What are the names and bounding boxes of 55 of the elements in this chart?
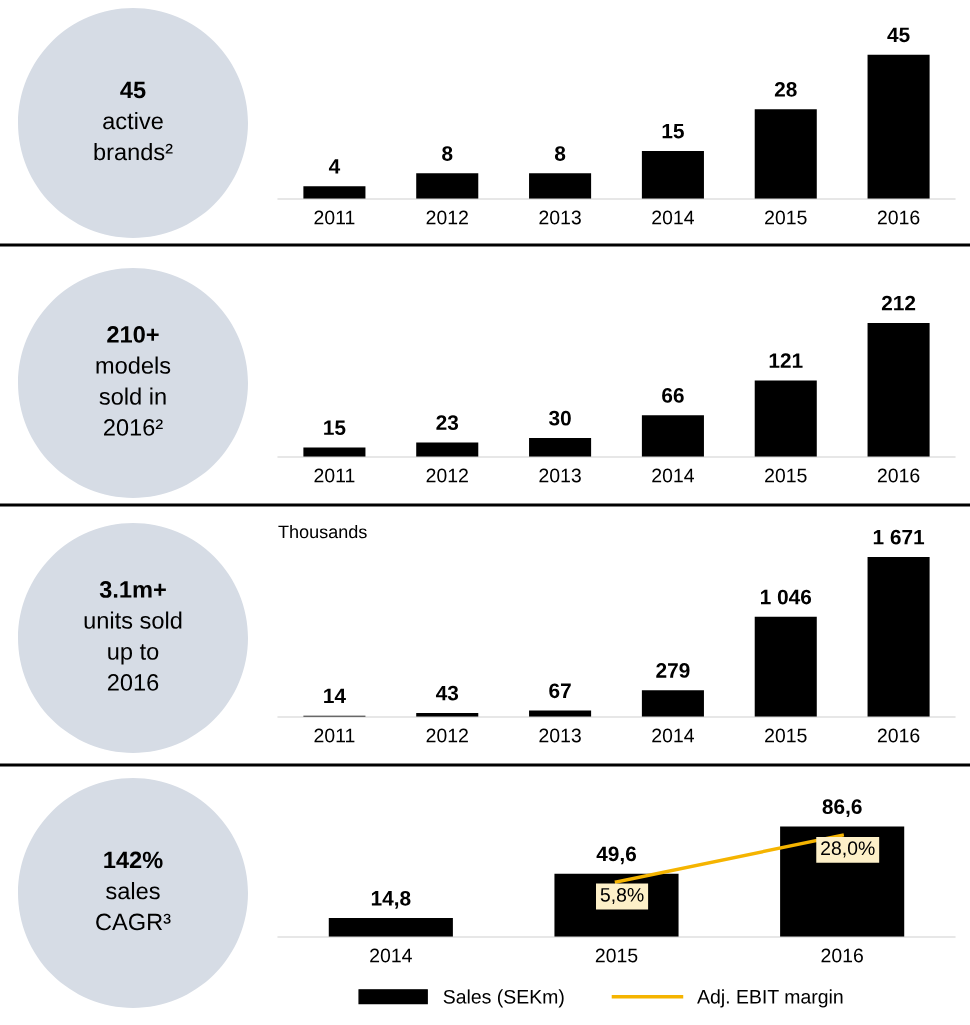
x-tick-label: 2016 bbox=[877, 468, 920, 483]
x-tick-label: 2013 bbox=[539, 468, 581, 483]
x-tick-label: 2014 bbox=[370, 948, 412, 963]
x-tick-label: 2014 bbox=[652, 468, 694, 483]
x-tick-label: 2011 bbox=[314, 468, 355, 483]
text: sales CAGR³ bbox=[96, 881, 171, 931]
data-label: 66 bbox=[662, 388, 684, 403]
data-label: 14 bbox=[324, 688, 346, 703]
data-label: 86,6 bbox=[822, 799, 862, 818]
x-tick-label: 2016 bbox=[821, 948, 863, 963]
data-label: 279 bbox=[656, 663, 690, 678]
x-tick-label: 2015 bbox=[595, 948, 638, 963]
data-label: 15 bbox=[662, 123, 684, 139]
x-tick-label: 2013 bbox=[539, 728, 581, 743]
x-tick-label: 2015 bbox=[765, 728, 807, 743]
data-label: 45 bbox=[887, 27, 910, 43]
text: 45 bbox=[120, 81, 146, 99]
x-tick-label: 2014 bbox=[652, 728, 694, 743]
data-label: 5,8% bbox=[600, 887, 644, 905]
text: 210+ bbox=[107, 326, 159, 343]
data-label: 28 bbox=[774, 81, 797, 97]
data-label: 43 bbox=[435, 685, 459, 701]
data-label: 67 bbox=[549, 683, 571, 699]
text: 3.1m+ bbox=[99, 581, 166, 598]
data-label: 23 bbox=[436, 415, 459, 431]
x-tick-label: 2014 bbox=[652, 210, 694, 225]
data-label: 212 bbox=[881, 295, 916, 311]
data-label: 15 bbox=[324, 420, 346, 436]
x-tick-label: 2012 bbox=[426, 468, 468, 483]
x-tick-label: 2011 bbox=[314, 728, 355, 743]
text: units sold up to 2016 bbox=[84, 611, 182, 691]
data-label: 8 bbox=[442, 146, 453, 161]
text: 142% bbox=[104, 851, 163, 869]
text: models sold in 2016² bbox=[96, 356, 171, 436]
x-tick-label: 2015 bbox=[765, 210, 807, 225]
x-tick-label: 2016 bbox=[877, 728, 920, 743]
x-tick-label: 2015 bbox=[765, 468, 807, 483]
text: active brands² bbox=[94, 112, 173, 161]
x-tick-label: 2012 bbox=[426, 210, 468, 225]
x-tick-label: 2016 bbox=[877, 210, 920, 225]
x-tick-label: 2011 bbox=[314, 210, 355, 225]
x-tick-label: 2012 bbox=[426, 728, 468, 743]
y-axis-title: Thousands bbox=[278, 525, 367, 539]
legend-label: Sales (SEKm) bbox=[443, 989, 564, 1008]
data-label: 4 bbox=[328, 159, 341, 174]
data-label: 28,0% bbox=[821, 841, 875, 858]
legend-label: Adj. EBIT margin bbox=[697, 989, 843, 1008]
data-label: 8 bbox=[554, 146, 566, 161]
data-label: 30 bbox=[548, 410, 571, 426]
data-label: 1 671 bbox=[873, 529, 925, 545]
data-label: 14,8 bbox=[371, 890, 411, 909]
data-label: 1 046 bbox=[761, 589, 812, 605]
x-tick-label: 2013 bbox=[539, 210, 581, 225]
data-label: 49,6 bbox=[596, 846, 637, 865]
data-label: 121 bbox=[769, 353, 803, 368]
